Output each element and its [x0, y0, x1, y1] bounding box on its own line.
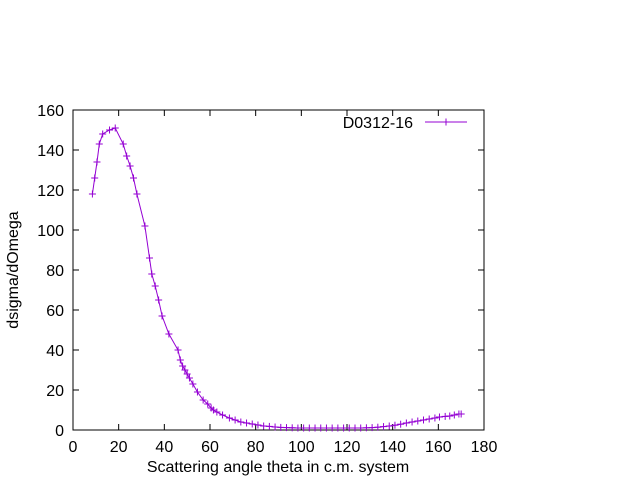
data-point	[88, 190, 96, 198]
data-point	[165, 330, 173, 338]
data-point	[158, 312, 166, 320]
y-tick-label: 0	[55, 423, 64, 440]
data-point	[450, 411, 458, 419]
data-point	[133, 190, 141, 198]
data-point	[243, 419, 251, 427]
data-point	[225, 414, 233, 422]
x-tick-label: 60	[201, 439, 219, 456]
y-axis-title: dsigma/dOmega	[5, 211, 22, 328]
data-point	[189, 380, 197, 388]
data-point	[183, 370, 191, 378]
legend: D0312-16	[343, 115, 467, 132]
x-tick-label: 140	[379, 439, 406, 456]
data-point	[213, 408, 221, 416]
data-point	[130, 174, 138, 182]
y-tick-label: 60	[46, 303, 64, 320]
x-tick-label: 180	[471, 439, 498, 456]
y-tick-label: 80	[46, 263, 64, 280]
data-point	[204, 400, 212, 408]
data-point	[254, 421, 262, 429]
data-point	[176, 356, 184, 364]
data-point	[199, 396, 207, 404]
data-point	[419, 416, 427, 424]
y-axis-ticks: 0 20 40 60 80 100 120 140 160	[37, 103, 484, 440]
x-tick-label: 40	[155, 439, 173, 456]
x-tick-label: 80	[247, 439, 265, 456]
data-point	[380, 423, 388, 431]
data-point	[425, 415, 433, 423]
x-tick-label: 100	[288, 439, 315, 456]
y-tick-label: 160	[37, 103, 64, 120]
x-axis-ticks: 0 20 40 60 80 100 120 140 160 180	[69, 110, 498, 456]
data-point	[265, 422, 273, 430]
data-point	[435, 413, 443, 421]
data-point	[219, 411, 227, 419]
x-tick-label: 20	[110, 439, 128, 456]
x-tick-label: 0	[69, 439, 78, 456]
plot-frame	[72, 109, 485, 431]
x-tick-label: 160	[425, 439, 452, 456]
data-point	[95, 140, 103, 148]
data-point	[99, 130, 107, 138]
legend-label: D0312-16	[343, 115, 413, 132]
series-line	[91, 127, 462, 429]
y-tick-label: 120	[37, 183, 64, 200]
y-tick-label: 20	[46, 383, 64, 400]
data-point	[91, 174, 99, 182]
data-point	[106, 126, 114, 134]
data-point	[93, 158, 101, 166]
data-point	[111, 124, 119, 132]
data-point	[151, 282, 159, 290]
y-tick-label: 40	[46, 343, 64, 360]
data-point	[231, 416, 239, 424]
data-point	[193, 388, 201, 396]
data-point	[402, 419, 410, 427]
data-point	[391, 421, 399, 429]
data-point	[385, 422, 393, 430]
data-point	[185, 374, 193, 382]
y-tick-label: 100	[37, 223, 64, 240]
legend-swatch-marker	[442, 118, 450, 126]
data-point	[155, 296, 163, 304]
series-group	[88, 124, 465, 432]
data-point	[145, 254, 153, 262]
data-point	[237, 418, 245, 426]
data-point	[248, 420, 256, 428]
data-point	[397, 420, 405, 428]
data-point	[123, 152, 131, 160]
x-tick-label: 120	[334, 439, 361, 456]
data-point	[148, 270, 156, 278]
data-point	[374, 423, 382, 431]
data-point	[181, 366, 189, 374]
y-tick-label: 140	[37, 143, 64, 160]
data-point	[408, 418, 416, 426]
data-point	[431, 414, 439, 422]
data-point	[414, 417, 422, 425]
data-point	[141, 222, 149, 230]
x-axis-title: Scattering angle theta in c.m. system	[147, 459, 409, 476]
data-point	[174, 346, 182, 354]
data-point	[446, 412, 454, 420]
data-point	[119, 140, 127, 148]
data-point	[457, 410, 465, 418]
data-point	[179, 362, 187, 370]
data-point	[126, 162, 134, 170]
